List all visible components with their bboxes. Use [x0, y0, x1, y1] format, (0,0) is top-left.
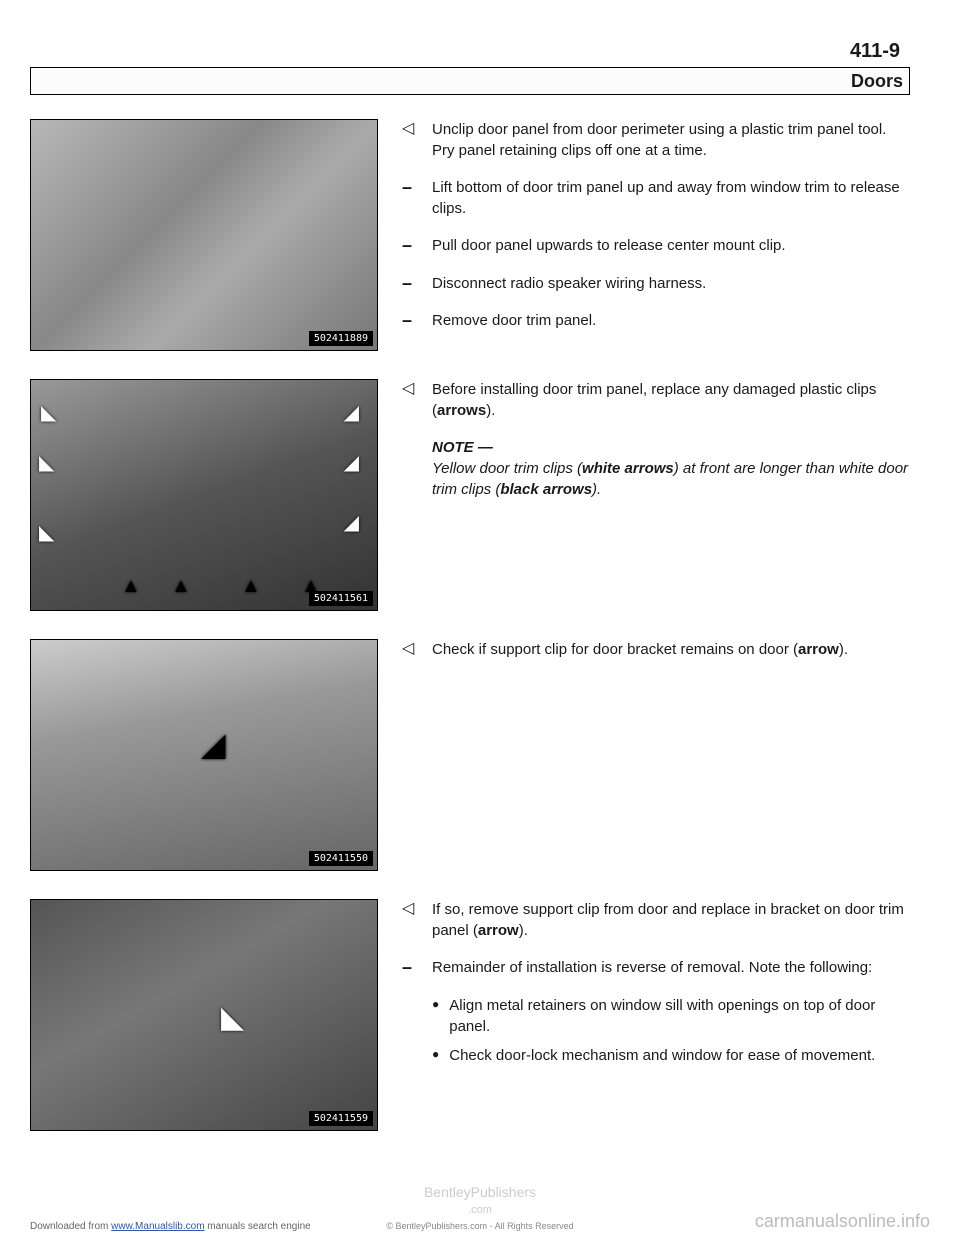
header-bar: Doors [30, 67, 910, 95]
footer-link[interactable]: www.Manualslib.com [111, 1221, 204, 1232]
section-4-text: ◁ If so, remove support clip from door a… [402, 899, 910, 1066]
sub-bullet-text: Check door-lock mechanism and window for… [449, 1045, 875, 1066]
section-3-text: ◁ Check if support clip for door bracket… [402, 639, 910, 676]
instruction: – Remove door trim panel. [402, 310, 910, 332]
figure-1: 502411889 [30, 119, 378, 351]
note-pre: Yellow door trim clips ( [432, 460, 582, 477]
text-bold: arrows [437, 402, 486, 419]
dash-marker-icon: – [402, 177, 418, 219]
black-arrow-icon: ◢ [201, 725, 226, 763]
instruction: ◁ Check if support clip for door bracket… [402, 639, 910, 660]
instruction: ◁ If so, remove support clip from door a… [402, 899, 910, 941]
section-2-text: ◁ Before installing door trim panel, rep… [402, 379, 910, 500]
text-post: ). [519, 922, 528, 939]
note-bold: black arrows [500, 481, 592, 498]
text-bold: arrow [798, 641, 839, 658]
triangle-marker-icon: ◁ [402, 119, 418, 161]
bullet-icon: ● [432, 995, 439, 1037]
footer-dom: .com [468, 1204, 492, 1216]
figure-3: ◢ 502411550 [30, 639, 378, 871]
black-arrow-icon: ◢ [344, 510, 359, 535]
text-bold: arrow [478, 922, 519, 939]
black-arrow-icon: ▲ [241, 575, 261, 598]
footer-left: Downloaded from www.Manualslib.com manua… [30, 1221, 311, 1232]
bullet-icon: ● [432, 1045, 439, 1066]
instruction-text: Disconnect radio speaker wiring harness. [432, 273, 706, 295]
white-arrow-icon: ◣ [39, 520, 54, 545]
instruction-text: Check if support clip for door bracket r… [432, 639, 848, 660]
black-arrow-icon: ◢ [344, 400, 359, 425]
triangle-marker-icon: ◁ [402, 639, 418, 660]
dash-marker-icon: – [402, 235, 418, 257]
sub-bullet: ● Align metal retainers on window sill w… [432, 995, 910, 1037]
section-title: Doors [851, 71, 903, 92]
figure-label: 502411559 [309, 1111, 373, 1126]
white-arrow-icon: ◣ [39, 450, 54, 475]
instruction-text: Remove door trim panel. [432, 310, 596, 332]
note-block: NOTE — Yellow door trim clips (white arr… [432, 437, 910, 500]
footer-copyright: © BentleyPublishers.com - All Rights Res… [386, 1221, 573, 1231]
text-pre: Check if support clip for door bracket r… [432, 641, 798, 658]
instruction: – Remainder of installation is reverse o… [402, 957, 910, 979]
black-arrow-icon: ▲ [171, 575, 191, 598]
white-arrow-icon: ◣ [41, 400, 56, 425]
footer-watermark: carmanualsonline.info [755, 1211, 930, 1232]
dash-marker-icon: – [402, 957, 418, 979]
note-body: Yellow door trim clips (white arrows) at… [432, 458, 910, 500]
figure-label: 502411550 [309, 851, 373, 866]
dash-marker-icon: – [402, 310, 418, 332]
figure-4: ◣ 502411559 [30, 899, 378, 1131]
instruction-text: Pull door panel upwards to release cente… [432, 235, 786, 257]
section-4: ◣ 502411559 ◁ If so, remove support clip… [30, 899, 910, 1131]
section-3: ◢ 502411550 ◁ Check if support clip for … [30, 639, 910, 871]
sub-bullet-text: Align metal retainers on window sill wit… [449, 995, 910, 1037]
instruction-text: Before installing door trim panel, repla… [432, 379, 910, 421]
instruction: ◁ Unclip door panel from door perimeter … [402, 119, 910, 161]
black-arrow-icon: ◢ [344, 450, 359, 475]
note-post: ). [592, 481, 601, 498]
section-1-text: ◁ Unclip door panel from door perimeter … [402, 119, 910, 348]
figure-label: 502411561 [309, 591, 373, 606]
black-arrow-icon: ▲ [121, 575, 141, 598]
section-2: ◣ ◣ ◣ ◢ ◢ ◢ ▲ ▲ ▲ ▲ 502411561 ◁ Before i… [30, 379, 910, 611]
instruction-text: If so, remove support clip from door and… [432, 899, 910, 941]
text-post: ). [839, 641, 848, 658]
note-label: NOTE — [432, 437, 910, 458]
instruction: – Pull door panel upwards to release cen… [402, 235, 910, 257]
instruction-text: Remainder of installation is reverse of … [432, 957, 872, 979]
instruction: ◁ Before installing door trim panel, rep… [402, 379, 910, 421]
instruction: – Lift bottom of door trim panel up and … [402, 177, 910, 219]
footer-brand: BentleyPublishers [424, 1184, 536, 1200]
footer-left-pre: Downloaded from [30, 1221, 111, 1232]
figure-2: ◣ ◣ ◣ ◢ ◢ ◢ ▲ ▲ ▲ ▲ 502411561 [30, 379, 378, 611]
footer-center: BentleyPublishers .com © BentleyPublishe… [386, 1184, 573, 1232]
instruction-text: Lift bottom of door trim panel up and aw… [432, 177, 910, 219]
text-pre: Before installing door trim panel, repla… [432, 381, 876, 419]
instruction-text: Unclip door panel from door perimeter us… [432, 119, 910, 161]
white-arrow-icon: ◣ [221, 1000, 244, 1035]
triangle-marker-icon: ◁ [402, 899, 418, 941]
note-bold: white arrows [582, 460, 674, 477]
dash-marker-icon: – [402, 273, 418, 295]
figure-label: 502411889 [309, 331, 373, 346]
footer-left-post: manuals search engine [205, 1221, 311, 1232]
instruction: – Disconnect radio speaker wiring harnes… [402, 273, 910, 295]
triangle-marker-icon: ◁ [402, 379, 418, 421]
text-post: ). [486, 402, 495, 419]
sub-bullet: ● Check door-lock mechanism and window f… [432, 1045, 910, 1066]
page-number: 411-9 [850, 40, 900, 62]
page-header: 411-9 [30, 40, 910, 63]
section-1: 502411889 ◁ Unclip door panel from door … [30, 119, 910, 351]
page-footer: Downloaded from www.Manualslib.com manua… [0, 1211, 960, 1232]
